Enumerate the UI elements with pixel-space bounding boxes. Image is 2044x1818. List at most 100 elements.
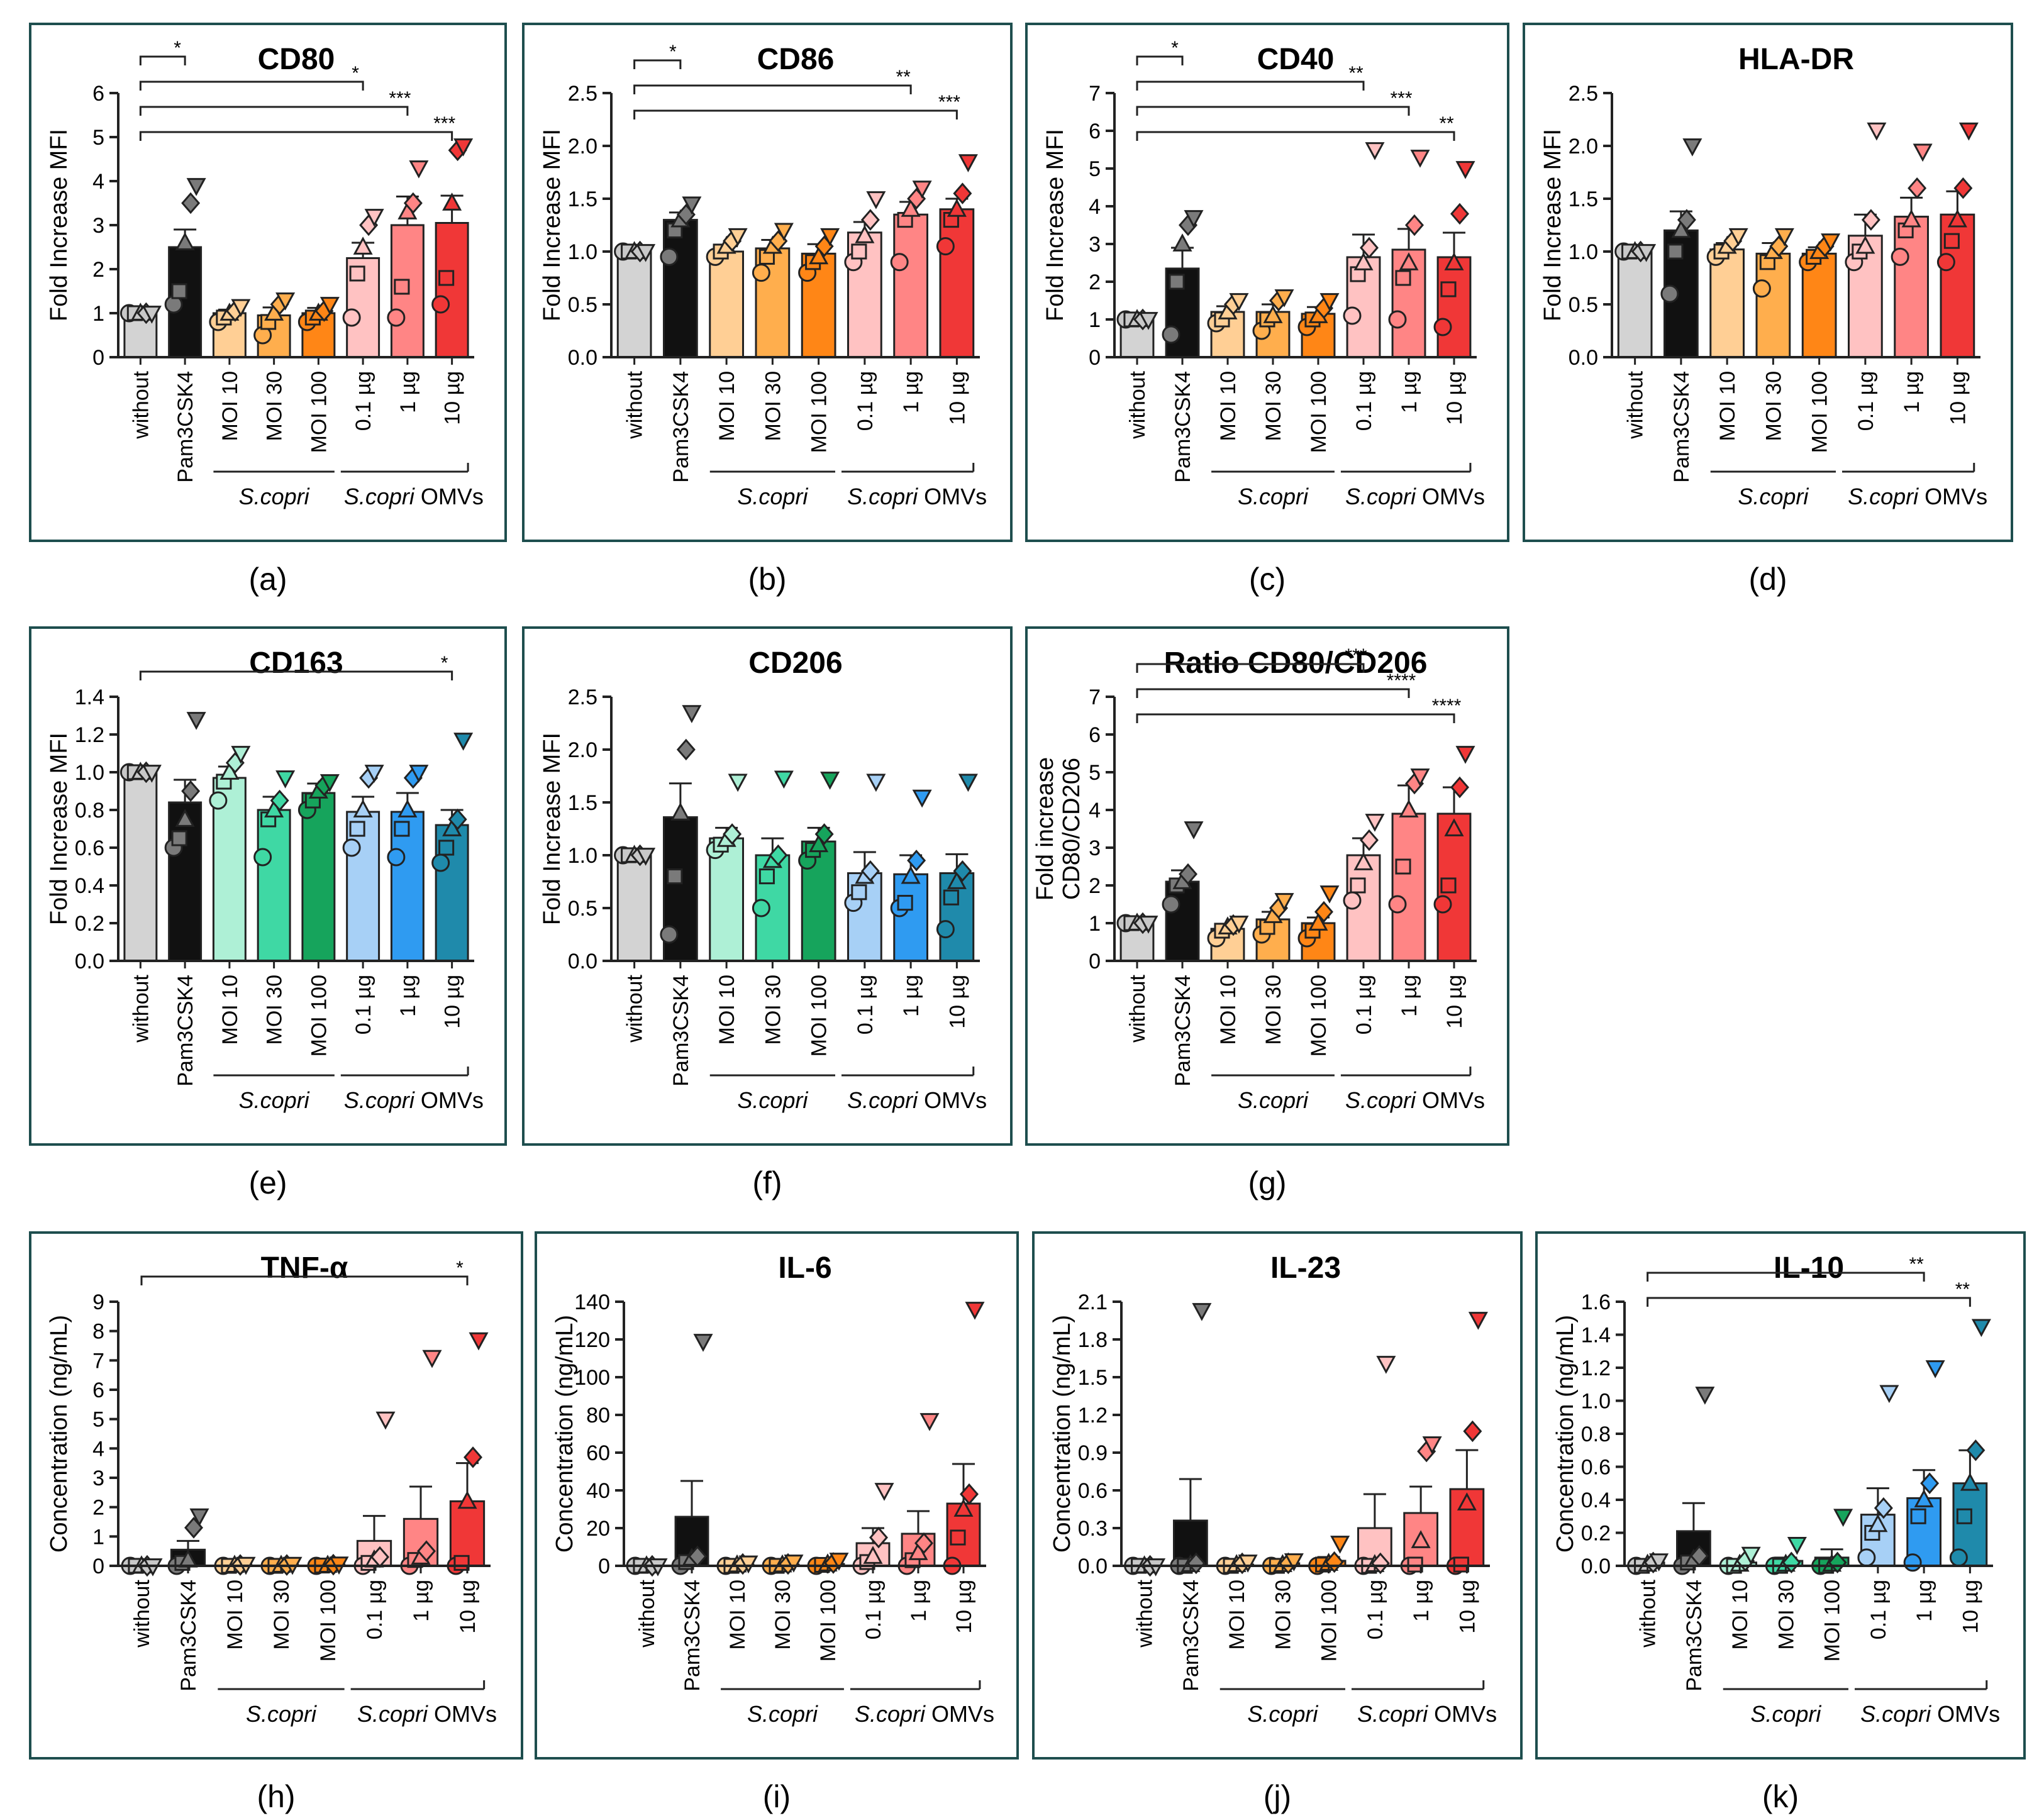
x-tick-label: Pam3CSK4 (669, 975, 693, 1087)
data-point (769, 844, 788, 867)
chart-panel-7: TNF-α 0 1 2 3 4 5 6 7 8 9 Concentration (ng/mL) with… (29, 1231, 523, 1760)
data-point (1971, 1319, 1991, 1338)
chart-title: IL-23 (1270, 1251, 1341, 1285)
x-tick-label: MOI 30 (1271, 1580, 1295, 1649)
data-point (1229, 916, 1249, 934)
panel-letter: (h) (257, 1779, 295, 1814)
x-tick-label: MOI 30 (1262, 975, 1286, 1045)
data-point (936, 237, 955, 256)
data-point (186, 712, 206, 730)
x-tick-label: MOI 100 (307, 371, 331, 453)
panel-frame (535, 1231, 1019, 1760)
significance-label: *** (433, 113, 455, 134)
panel-letter: (b) (748, 562, 786, 597)
data-point (1821, 233, 1841, 252)
data-point (349, 265, 365, 282)
data-point (682, 196, 702, 215)
y-tick-label: 1.5 (1569, 187, 1598, 211)
data-point (1319, 885, 1340, 904)
significance-bracket (633, 109, 958, 119)
x-tick-label: 10 µg (1946, 371, 1970, 425)
significance-bracket (1136, 80, 1365, 91)
y-tick-label: 1 (92, 1525, 104, 1549)
group-label-scopri: S.copri (737, 484, 808, 509)
data-point (936, 920, 955, 939)
data-point (1410, 150, 1430, 168)
x-tick-label: MOI 100 (1307, 975, 1331, 1056)
significance-bracket (139, 670, 453, 680)
panel-frame (1025, 626, 1509, 1146)
y-tick-label: 0.6 (1078, 1479, 1108, 1503)
x-tick-label: without (623, 370, 647, 439)
data-point (947, 871, 967, 889)
data-point (670, 802, 691, 821)
x-tick-label: 0.1 µg (862, 1580, 886, 1639)
data-point (438, 840, 455, 856)
x-tick-label: 1 µg (1397, 371, 1421, 413)
y-tick-label: 1.0 (75, 761, 104, 785)
x-tick-label: 0.1 µg (1854, 371, 1878, 431)
data-point (1162, 325, 1180, 344)
bar-6 (893, 873, 928, 962)
data-point (1833, 1509, 1853, 1527)
group-label-scopri: S.copri (246, 1701, 317, 1727)
x-tick-label: 10 µg (456, 1580, 480, 1634)
data-point (1395, 270, 1411, 286)
y-tick-label: 0 (1089, 346, 1101, 370)
panel-letter: (d) (1748, 562, 1787, 597)
data-point (784, 1555, 804, 1573)
data-point (171, 283, 187, 299)
y-tick-label: 1.8 (1078, 1328, 1108, 1352)
data-point (855, 224, 875, 243)
data-point (1433, 895, 1452, 914)
x-tick-label: MOI 100 (808, 975, 831, 1056)
data-point (464, 1446, 482, 1468)
data-point (728, 773, 748, 792)
data-point (1468, 1312, 1488, 1330)
chart-title: CD163 (249, 646, 343, 680)
data-point (950, 1529, 966, 1546)
x-tick-label: without (1624, 370, 1648, 439)
data-point (1370, 1552, 1390, 1575)
bar-7 (1436, 256, 1472, 358)
data-point (1440, 281, 1457, 297)
data-point (1138, 916, 1158, 934)
bar-0 (123, 771, 158, 962)
data-point (1395, 858, 1411, 875)
x-tick-label: 0.1 µg (1364, 1580, 1387, 1639)
x-tick-label: 0.1 µg (352, 975, 375, 1034)
y-tick-label: 0.3 (1078, 1517, 1108, 1541)
data-point (253, 848, 272, 867)
data-point (1192, 1303, 1212, 1321)
data-point (866, 191, 886, 209)
panel-letter: (i) (763, 1779, 791, 1814)
bar-7 (939, 208, 975, 358)
panel-frame (1523, 23, 2013, 542)
y-axis-label: Concentration (ng/mL) (1552, 1315, 1579, 1553)
data-point (231, 746, 251, 764)
data-point (1388, 895, 1407, 914)
data-point (901, 865, 921, 884)
data-point (1319, 293, 1340, 311)
chart-title: CD86 (757, 43, 835, 76)
x-tick-label: MOI 30 (761, 975, 785, 1045)
y-tick-label: 0 (598, 1555, 610, 1578)
data-point (860, 860, 880, 882)
y-tick-label: 1 (1089, 912, 1101, 936)
data-point (1350, 877, 1366, 894)
data-point (1879, 1385, 1899, 1404)
x-tick-label: MOI 30 (1774, 1580, 1798, 1649)
data-point (171, 830, 187, 846)
y-tick-label: 1.0 (1581, 1390, 1611, 1414)
data-point (752, 899, 770, 917)
panel-letter: (j) (1264, 1779, 1291, 1814)
data-point (403, 192, 423, 214)
y-tick-label: 0 (92, 1555, 104, 1578)
y-tick-label: 1.0 (1569, 240, 1598, 264)
x-tick-label: MOI 10 (1716, 371, 1740, 441)
data-point (860, 209, 880, 231)
data-point (397, 799, 418, 818)
data-point (448, 808, 467, 831)
data-point (897, 895, 913, 911)
